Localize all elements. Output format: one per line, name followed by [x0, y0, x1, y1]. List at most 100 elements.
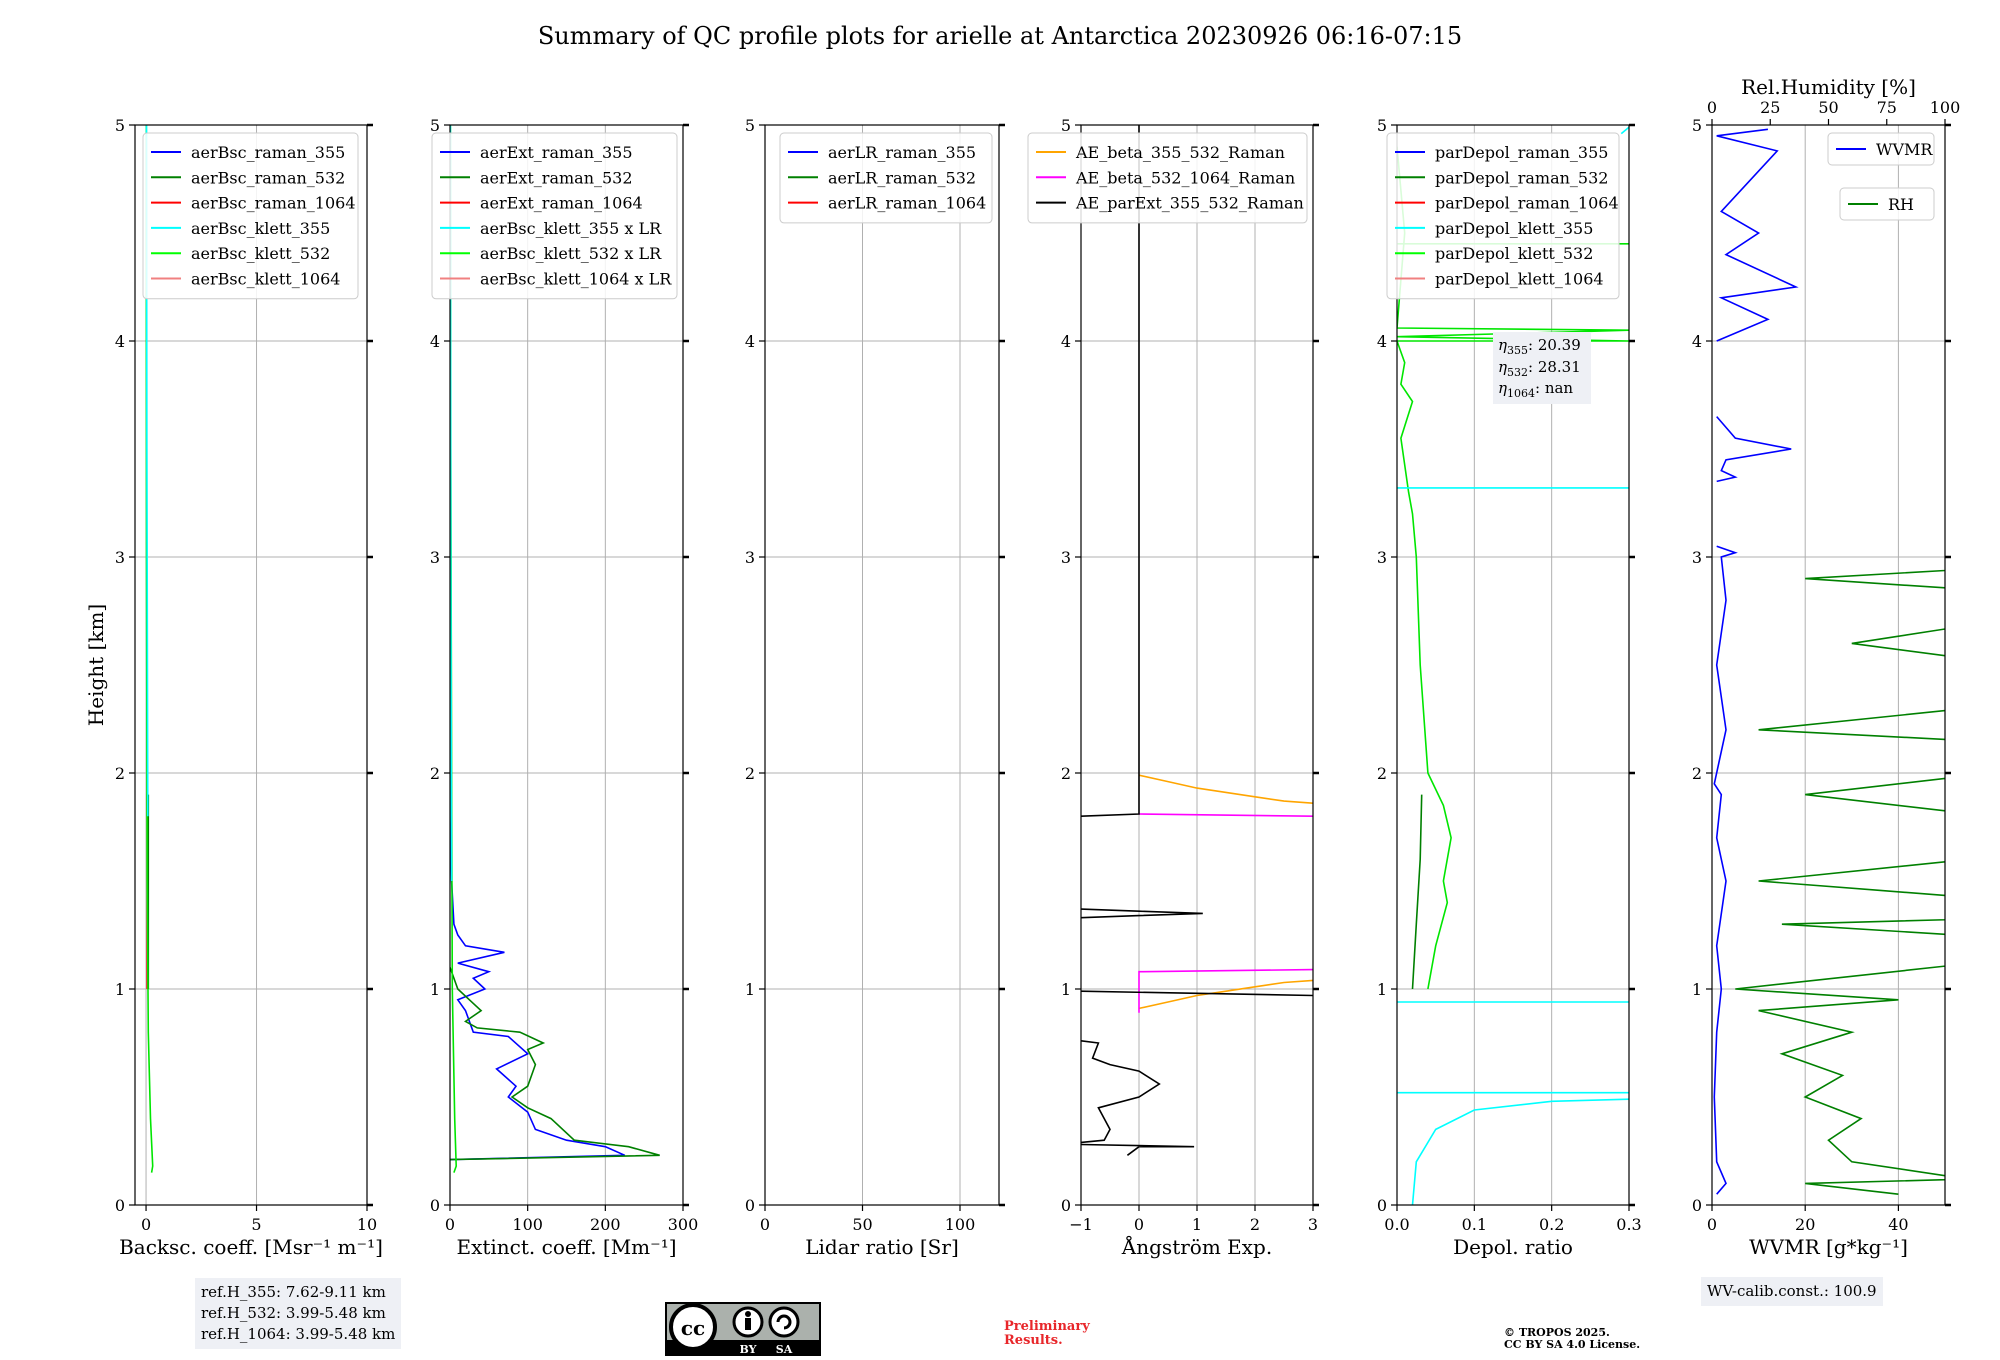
xtick-label: 20 [1795, 1215, 1815, 1234]
series-line-AE_parExt_355_532_Raman [1081, 125, 1140, 817]
xtick-label: 1 [1192, 1215, 1202, 1234]
ytick-label: 3 [1061, 548, 1071, 567]
legend-label: parDepol_raman_1064 [1435, 194, 1619, 213]
series-group [1081, 125, 1313, 1156]
series-line-aerExt_raman_532 [450, 967, 660, 1161]
ytick-label: 2 [1377, 764, 1387, 783]
ytick-label: 5 [430, 116, 440, 135]
ytick-label: 4 [745, 332, 755, 351]
series-line-RH [1735, 569, 1945, 1195]
axes-frame [134, 124, 368, 1206]
ytick-label: 1 [1377, 980, 1387, 999]
legend-label: aerBsc_raman_355 [191, 143, 345, 162]
ytick-label: 4 [1692, 332, 1702, 351]
ytick-label: 0 [1692, 1196, 1702, 1215]
xtick-label: 3 [1308, 1215, 1318, 1234]
legend: aerLR_raman_355 aerLR_raman_532 aerLR_rama… [779, 132, 993, 224]
ytick-label: 1 [745, 980, 755, 999]
ytick-label: 0 [745, 1196, 755, 1215]
ytick-label: 0 [115, 1196, 125, 1215]
ytick-label: 4 [115, 332, 125, 351]
axes-frame [449, 124, 684, 1206]
x-axis-label: Backsc. coeff. [Msr⁻¹ m⁻¹] [119, 1235, 383, 1259]
legend-label: AE_beta_355_532_Raman [1075, 143, 1285, 162]
legend-label: parDepol_klett_355 [1435, 219, 1593, 238]
by-label: BY [740, 1343, 757, 1356]
legend-label: aerBsc_klett_532 x LR [480, 244, 662, 263]
series-line-parDepol_raman_532 [1411, 794, 1423, 990]
legend-label: aerBsc_raman_1064 [191, 194, 356, 213]
top-x-axis-label: Rel.Humidity [%] [1741, 75, 1916, 99]
xtick-label: 200 [590, 1215, 621, 1234]
xtick-label: 0.3 [1616, 1215, 1641, 1234]
ytick-label: 1 [1061, 980, 1071, 999]
legend-label: aerBsc_klett_532 [191, 244, 330, 263]
y-axis-label: Height [km] [84, 604, 108, 726]
legend-label: aerBsc_klett_355 x LR [480, 219, 662, 238]
ytick-label: 2 [115, 764, 125, 783]
ytick-label: 5 [1377, 116, 1387, 135]
top-xtick-label: 50 [1818, 98, 1838, 117]
sa-label: SA [776, 1343, 793, 1356]
xtick-label: 0 [1134, 1215, 1144, 1234]
legend-label: aerLR_raman_355 [828, 143, 976, 162]
legend-label: aerLR_raman_1064 [828, 194, 986, 213]
legend-label: parDepol_klett_1064 [1435, 270, 1604, 289]
legend: WVMR RH [1827, 132, 1935, 221]
wv-calibration-box: WV-calib.const.: 100.9 [1701, 1277, 1883, 1306]
wv-calibration-constant: WV-calib.const.: 100.9 [1707, 1282, 1877, 1300]
preliminary-results-note: Preliminary Results. [1004, 1320, 1090, 1348]
xtick-label: 0 [445, 1215, 455, 1234]
xtick-label: 10 [357, 1215, 377, 1234]
series-line-AE_beta_355_532_Raman [1138, 979, 1313, 1010]
reference-heights-box: ref.H_355: 7.62-9.11 km ref.H_532: 3.99-… [195, 1278, 402, 1349]
legend: aerBsc_raman_355 aerBsc_raman_532 aerBsc_r… [142, 132, 359, 300]
legend-label: aerExt_raman_355 [480, 143, 633, 162]
xtick-label: 0.1 [1462, 1215, 1487, 1234]
ytick-label: 5 [1061, 116, 1071, 135]
copyright-line-1: © TROPOS 2025. [1504, 1326, 1610, 1339]
xtick-label: 100 [945, 1215, 976, 1234]
legend-label: AE_parExt_355_532_Raman [1075, 194, 1304, 213]
ytick-label: 5 [1692, 116, 1702, 135]
ytick-label: 2 [1692, 764, 1702, 783]
axes-frame [1396, 124, 1630, 1206]
cc-logo-text: cc [681, 1316, 705, 1340]
preliminary-line-2: Results. [1004, 1333, 1063, 1348]
series-line-AE_parExt_355_532_Raman [1081, 908, 1203, 919]
top-xtick-label: 75 [1877, 98, 1897, 117]
xtick-label: 5 [251, 1215, 261, 1234]
series-line-AE_beta_532_1064_Raman [1138, 813, 1313, 817]
xtick-label: −1 [1069, 1215, 1093, 1234]
legend-label: aerExt_raman_1064 [480, 194, 643, 213]
ytick-label: 0 [430, 1196, 440, 1215]
series-group [1713, 128, 1945, 1195]
xtick-label: 300 [668, 1215, 699, 1234]
xtick-label: 0.0 [1384, 1215, 1409, 1234]
legend-label: RH [1888, 195, 1914, 214]
legend-label: aerBsc_klett_1064 x LR [480, 270, 672, 289]
ref-height-532: ref.H_532: 3.99-5.48 km [201, 1304, 386, 1322]
xtick-label: 100 [512, 1215, 543, 1234]
xtick-label: 40 [1888, 1215, 1908, 1234]
legend-label: aerBsc_raman_532 [191, 168, 345, 187]
ytick-label: 3 [115, 548, 125, 567]
figure-title: Summary of QC profile plots for arielle … [538, 22, 1462, 50]
series-line-AE_beta_355_532_Raman [1138, 774, 1313, 804]
series-line-AE_parExt_355_532_Raman [1081, 1143, 1195, 1156]
legend: aerExt_raman_355 aerExt_raman_532 aerExt_r… [431, 132, 678, 300]
ytick-label: 3 [1692, 548, 1702, 567]
legend: AE_beta_355_532_Raman AE_beta_532_1064_Ra… [1027, 132, 1308, 224]
series-line-AE_parExt_355_532_Raman [1081, 1040, 1161, 1144]
legend: parDepol_raman_355 parDepol_raman_532 parD… [1386, 132, 1620, 300]
legend-label: aerExt_raman_532 [480, 168, 633, 187]
cc-by-sa-logo: cc BY SA [665, 1302, 821, 1356]
axes-frame [1711, 124, 1946, 1206]
series-line-WVMR [1716, 416, 1792, 483]
ytick-label: 0 [1377, 1196, 1387, 1215]
ytick-label: 3 [1377, 548, 1387, 567]
